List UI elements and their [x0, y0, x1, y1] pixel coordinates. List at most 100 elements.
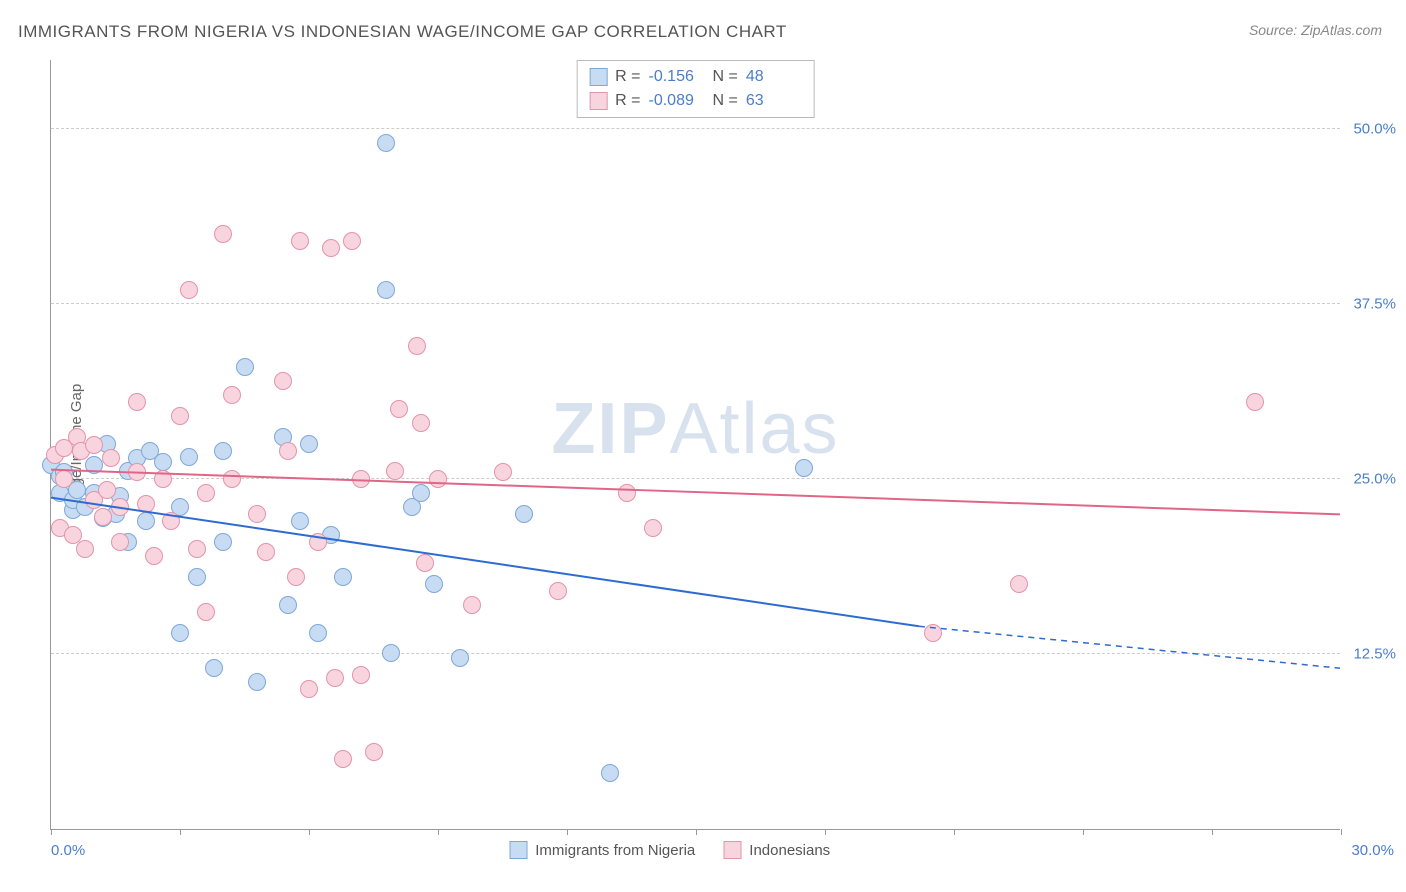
scatter-point	[171, 624, 189, 642]
scatter-point	[197, 484, 215, 502]
scatter-point	[94, 508, 112, 526]
n-label: N =	[713, 89, 738, 113]
scatter-point	[618, 484, 636, 502]
x-tick	[309, 829, 310, 835]
gridline	[51, 653, 1340, 654]
scatter-point	[322, 239, 340, 257]
scatter-point	[223, 386, 241, 404]
gridline	[51, 303, 1340, 304]
scatter-point	[214, 442, 232, 460]
scatter-point	[795, 459, 813, 477]
scatter-point	[274, 372, 292, 390]
scatter-point	[644, 519, 662, 537]
scatter-point	[98, 481, 116, 499]
scatter-point	[463, 596, 481, 614]
scatter-point	[171, 407, 189, 425]
scatter-point	[326, 669, 344, 687]
scatter-point	[549, 582, 567, 600]
scatter-point	[291, 232, 309, 250]
watermark-bold: ZIP	[551, 389, 669, 469]
scatter-point	[416, 554, 434, 572]
plot-area: ZIPAtlas 12.5%25.0%37.5%50.0% 0.0% 30.0%…	[50, 60, 1340, 830]
scatter-point	[343, 232, 361, 250]
scatter-point	[408, 337, 426, 355]
scatter-point	[279, 596, 297, 614]
scatter-point	[924, 624, 942, 642]
trend-line-dashed	[919, 626, 1340, 668]
stats-legend-box: R =-0.156N =48R =-0.089N =63	[576, 60, 815, 118]
scatter-point	[214, 533, 232, 551]
scatter-point	[377, 281, 395, 299]
scatter-point	[412, 414, 430, 432]
scatter-point	[137, 512, 155, 530]
scatter-point	[102, 449, 120, 467]
scatter-point	[180, 281, 198, 299]
scatter-point	[188, 540, 206, 558]
scatter-point	[451, 649, 469, 667]
chart-title: IMMIGRANTS FROM NIGERIA VS INDONESIAN WA…	[18, 22, 787, 42]
scatter-point	[128, 393, 146, 411]
scatter-point	[111, 498, 129, 516]
x-tick	[825, 829, 826, 835]
y-tick-label: 25.0%	[1353, 471, 1396, 488]
scatter-point	[205, 659, 223, 677]
source-attribution: Source: ZipAtlas.com	[1249, 22, 1382, 38]
scatter-point	[382, 644, 400, 662]
x-tick	[180, 829, 181, 835]
scatter-point	[76, 540, 94, 558]
x-tick	[1212, 829, 1213, 835]
scatter-point	[601, 764, 619, 782]
scatter-point	[154, 453, 172, 471]
scatter-point	[291, 512, 309, 530]
scatter-point	[390, 400, 408, 418]
legend-label: Immigrants from Nigeria	[535, 842, 695, 859]
n-label: N =	[713, 65, 738, 89]
scatter-point	[111, 533, 129, 551]
scatter-point	[309, 533, 327, 551]
scatter-point	[386, 462, 404, 480]
scatter-point	[1010, 575, 1028, 593]
x-axis-max-label: 30.0%	[1351, 842, 1394, 859]
x-tick	[51, 829, 52, 835]
watermark: ZIPAtlas	[551, 388, 839, 470]
scatter-point	[85, 456, 103, 474]
legend-item: Immigrants from Nigeria	[509, 841, 695, 859]
stats-row: R =-0.156N =48	[589, 65, 802, 89]
x-tick	[696, 829, 697, 835]
scatter-point	[429, 470, 447, 488]
scatter-point	[197, 603, 215, 621]
x-tick	[438, 829, 439, 835]
scatter-point	[223, 470, 241, 488]
legend-swatch	[509, 841, 527, 859]
n-value: 48	[746, 65, 802, 89]
stats-row: R =-0.089N =63	[589, 89, 802, 113]
x-tick	[567, 829, 568, 835]
scatter-point	[85, 436, 103, 454]
scatter-point	[309, 624, 327, 642]
scatter-point	[287, 568, 305, 586]
scatter-point	[352, 470, 370, 488]
legend-item: Indonesians	[723, 841, 830, 859]
bottom-legend: Immigrants from Nigeria Indonesians	[509, 841, 830, 859]
scatter-point	[236, 358, 254, 376]
scatter-point	[279, 442, 297, 460]
scatter-point	[377, 134, 395, 152]
scatter-point	[257, 543, 275, 561]
scatter-point	[248, 673, 266, 691]
r-label: R =	[615, 89, 640, 113]
scatter-point	[128, 463, 146, 481]
scatter-point	[494, 463, 512, 481]
legend-swatch	[589, 68, 607, 86]
scatter-point	[162, 512, 180, 530]
trend-line-solid	[51, 470, 1340, 515]
scatter-point	[55, 470, 73, 488]
gridline	[51, 128, 1340, 129]
n-value: 63	[746, 89, 802, 113]
x-tick	[1341, 829, 1342, 835]
scatter-point	[425, 575, 443, 593]
scatter-point	[300, 435, 318, 453]
scatter-point	[334, 568, 352, 586]
y-tick-label: 37.5%	[1353, 296, 1396, 313]
x-axis-min-label: 0.0%	[51, 842, 85, 859]
r-value: -0.156	[649, 65, 705, 89]
